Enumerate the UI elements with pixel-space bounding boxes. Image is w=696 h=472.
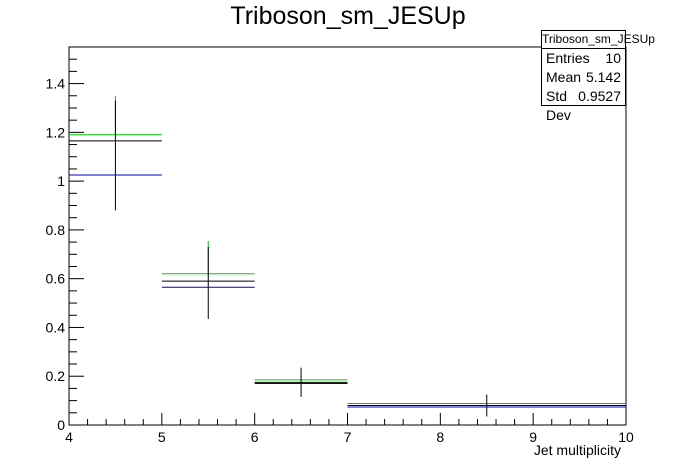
stats-entries-label: Entries (546, 50, 590, 66)
stats-stddev-row: Std Dev 0.9527 (542, 87, 625, 123)
x-tick-label: 6 (251, 429, 259, 445)
stats-mean-label: Mean (546, 69, 582, 85)
chart-title: Triboson_sm_JESUp (230, 2, 466, 30)
histogram-marks (69, 95, 626, 417)
x-tick-label: 10 (618, 429, 634, 445)
y-tick-label: 0.8 (46, 222, 66, 238)
stats-box-title: Triboson_sm_JESUp (542, 31, 655, 49)
y-tick-label: 0.2 (46, 368, 66, 384)
stats-box: Triboson_sm_JESUp Entries 10 Mean 5.142 … (541, 30, 655, 123)
stats-entries-row: Entries 10 (542, 49, 625, 68)
stats-mean-row: Mean 5.142 (542, 68, 625, 87)
stats-mean-value: 5.142 (585, 69, 621, 85)
y-tick-label: 1.2 (46, 124, 66, 140)
y-tick-label: 1.4 (46, 76, 66, 92)
x-axis: 4 5 6 7 8 9 10 (65, 413, 634, 445)
y-axis: 0 0.2 0.4 0.6 0.8 1 1.2 1.4 (46, 46, 84, 433)
series-0 (69, 95, 626, 405)
x-tick-label: 9 (529, 429, 537, 445)
x-tick-label: 7 (344, 429, 352, 445)
x-axis-label: Jet multiplicity (533, 442, 621, 458)
series-1 (69, 100, 626, 417)
x-tick-label: 4 (65, 429, 73, 445)
y-tick-label: 0.4 (46, 319, 66, 335)
y-tick-label: 0 (57, 417, 65, 433)
series-2 (69, 174, 626, 408)
y-tick-label: 1 (57, 173, 65, 189)
stats-stddev-value: 0.9527 (578, 88, 621, 104)
x-tick-label: 8 (436, 429, 444, 445)
stats-entries-value: 10 (605, 50, 621, 66)
x-tick-label: 5 (158, 429, 166, 445)
stats-stddev-label: Std Dev (546, 88, 571, 123)
y-tick-label: 0.6 (46, 271, 66, 287)
